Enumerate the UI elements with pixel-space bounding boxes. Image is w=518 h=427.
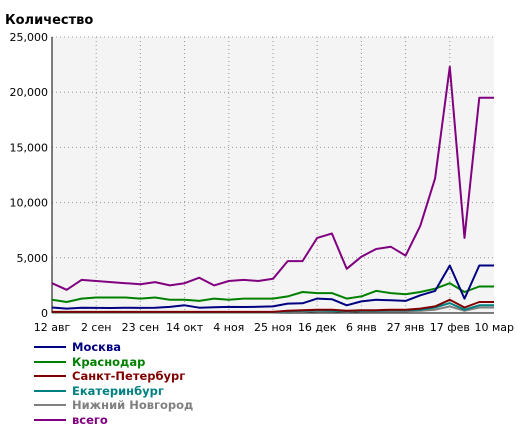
legend-swatch [34,390,66,392]
legend-entry: Краснодар [34,355,193,370]
y-tick-label: 5,000 [17,252,49,265]
y-tick-label: 20,000 [10,86,49,99]
legend-entry: Санкт-Петербург [34,369,193,384]
legend-label: Нижний Новгород [72,398,193,413]
x-tick-label: 23 сен [122,321,160,334]
legend-entry: Москва [34,340,193,355]
x-tick-label: 17 фев [430,321,470,334]
x-tick-label: 6 янв [346,321,377,334]
legend-swatch [34,375,66,377]
legend-label: Екатеринбург [72,384,164,399]
plot-background [52,37,494,313]
legend-label: Санкт-Петербург [72,369,185,384]
x-tick-label: 25 ноя [254,321,292,334]
legend-label: всего [72,413,108,427]
y-tick-label: 10,000 [10,197,49,210]
x-tick-label: 27 янв [387,321,425,334]
legend-swatch [34,404,66,406]
x-tick-label: 16 дек [298,321,337,334]
y-tick-label: 25,000 [10,31,49,44]
legend-swatch [34,346,66,348]
legend-entry: Нижний Новгород [34,398,193,413]
x-tick-label: 10 мар [474,321,514,334]
legend-entry: Екатеринбург [34,384,193,399]
legend-label: Краснодар [72,355,145,370]
legend-label: Москва [72,340,121,355]
x-tick-label: 12 авг [34,321,71,334]
legend-swatch [34,419,66,421]
x-tick-label: 4 ноя [213,321,244,334]
chart-y-label: Количество [5,13,93,28]
legend-entry: всего [34,413,193,427]
y-tick-label: 15,000 [10,141,49,154]
y-tick-label: 0 [41,307,48,320]
legend-swatch [34,361,66,363]
x-tick-label: 2 сен [81,321,112,334]
x-tick-label: 14 окт [166,321,204,334]
